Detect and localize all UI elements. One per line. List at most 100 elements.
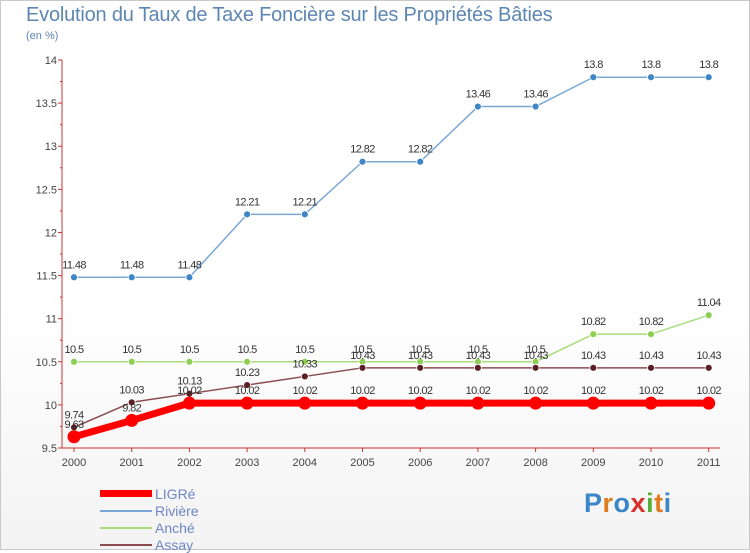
chart-series <box>67 73 716 444</box>
data-point <box>243 381 252 389</box>
data-point <box>531 102 540 111</box>
x-tick-label: 2003 <box>235 457 259 469</box>
data-label: 10.02 <box>466 385 491 397</box>
legend-label: LIGRé <box>155 485 196 502</box>
data-label: 12.82 <box>350 144 375 156</box>
data-label: 10.02 <box>235 385 260 397</box>
x-tick-label: 2004 <box>293 457 317 469</box>
data-label: 10.02 <box>177 385 202 397</box>
data-point <box>416 363 425 372</box>
data-point <box>473 363 482 372</box>
data-label: 13.8 <box>584 59 603 71</box>
data-point <box>125 413 139 427</box>
data-label: 10.43 <box>466 350 491 362</box>
data-label: 10.02 <box>350 385 375 397</box>
legend-item: LIGRé <box>100 485 199 502</box>
y-tick-label: 11.5 <box>36 271 57 283</box>
data-label: 10.5 <box>238 344 257 356</box>
data-point <box>300 372 309 381</box>
logo-letter: t <box>654 488 664 518</box>
chart-legend: LIGRé Rivière Anché Assay <box>100 485 199 553</box>
data-label: 12.82 <box>408 144 433 156</box>
x-tick-label: 2006 <box>408 457 432 469</box>
data-label: 12.21 <box>293 196 318 208</box>
data-label: 13.8 <box>641 59 660 71</box>
data-point <box>243 357 252 366</box>
data-point <box>356 396 369 410</box>
data-point <box>647 330 655 339</box>
x-tick-label: 2002 <box>177 457 201 469</box>
data-label: 11.04 <box>697 297 721 309</box>
data-label: 10.43 <box>350 350 375 362</box>
data-label: 10.33 <box>293 358 318 370</box>
x-tick-label: 2011 <box>697 457 721 469</box>
data-label: 10.13 <box>177 376 202 388</box>
data-label: 10.82 <box>639 316 664 328</box>
data-label: 9.82 <box>122 402 141 414</box>
data-point <box>704 363 713 372</box>
series-line-ligré <box>70 399 713 441</box>
data-label: 12.21 <box>235 196 260 208</box>
data-point <box>704 73 713 82</box>
legend-item: Anché <box>100 519 199 536</box>
data-label: 9.74 <box>64 409 83 421</box>
y-tick-label: 11 <box>46 314 57 326</box>
chart-subtitle: (en %) <box>26 30 59 42</box>
data-label: 10.43 <box>408 350 433 362</box>
logo-letter: P <box>584 488 603 518</box>
data-label: 10.02 <box>293 385 318 397</box>
logo-letter: r <box>602 488 614 518</box>
data-label: 10.5 <box>468 344 487 356</box>
data-point <box>647 73 655 82</box>
data-point <box>416 157 425 166</box>
x-tick-label: 2009 <box>581 457 605 469</box>
y-tick-label: 12 <box>45 227 57 239</box>
x-tick-label: 2005 <box>350 457 374 469</box>
data-point <box>647 363 655 372</box>
logo-letter: x <box>630 488 647 518</box>
data-point <box>127 273 136 282</box>
logo-letter: i <box>663 488 672 518</box>
logo-letter: i <box>646 488 655 518</box>
data-point <box>471 396 485 410</box>
x-tick-label: 2001 <box>119 457 143 469</box>
data-label: 9.63 <box>64 419 83 431</box>
data-point <box>70 273 78 282</box>
chart-title: Evolution du Taux de Taxe Foncière sur l… <box>26 4 553 26</box>
data-point <box>240 396 254 410</box>
data-label: 10.5 <box>64 344 83 356</box>
y-tick-label: 10.5 <box>36 357 57 369</box>
y-tick-label: 9.5 <box>42 443 57 455</box>
data-label: 10.5 <box>122 344 141 356</box>
data-point <box>589 73 598 82</box>
series-line-rivière <box>73 76 710 279</box>
data-point <box>644 396 658 410</box>
data-label: 11.48 <box>62 259 86 271</box>
data-point <box>589 363 598 372</box>
proxiti-logo: Proxiti <box>584 488 672 519</box>
data-point <box>67 430 81 444</box>
data-point <box>298 396 312 410</box>
chart-axes: 9.5 10 10.5 11 11.5 12 12.5 13 13.5 14 2000 2001 200… <box>36 55 721 469</box>
series-line-assay <box>73 367 710 429</box>
data-point <box>589 330 598 339</box>
data-label: 10.5 <box>526 344 545 356</box>
legend-item: Assay <box>100 536 199 553</box>
data-label: 10.43 <box>581 350 606 362</box>
data-label: 10.43 <box>696 350 721 362</box>
legend-label: Rivière <box>155 502 199 519</box>
logo-letter: o <box>613 488 631 518</box>
legend-swatch <box>100 543 152 546</box>
y-tick-label: 12.5 <box>36 184 57 196</box>
x-tick-label: 2000 <box>62 457 86 469</box>
series-line-anché <box>73 314 710 363</box>
data-point <box>127 357 136 366</box>
data-label: 10.5 <box>411 344 430 356</box>
legend-label: Assay <box>155 536 194 553</box>
y-tick-label: 13.5 <box>36 98 57 110</box>
data-label: 10.02 <box>408 385 433 397</box>
data-label: 11.48 <box>120 259 144 271</box>
